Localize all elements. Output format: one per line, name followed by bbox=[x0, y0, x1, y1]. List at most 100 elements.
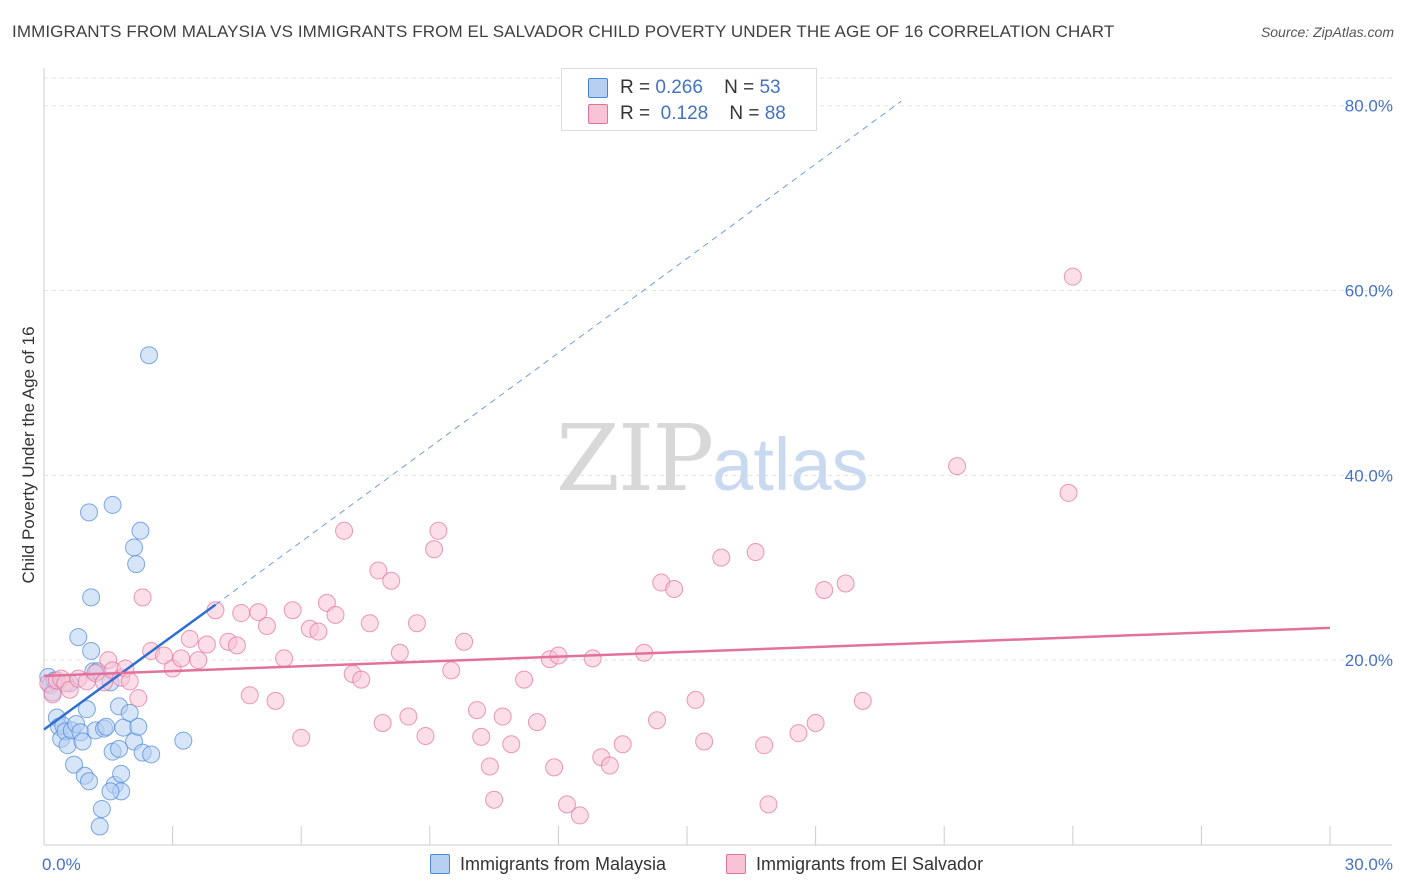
x-tick-label: 30.0% bbox=[1345, 855, 1393, 874]
watermark: ZIPatlas bbox=[556, 405, 868, 512]
point-el-salvador bbox=[502, 735, 521, 754]
axis-labels: 20.0% 40.0% 60.0% 80.0% 0.0% 30.0% Child Pover… bbox=[19, 97, 1393, 874]
axes bbox=[43, 68, 1392, 846]
point-el-salvador bbox=[180, 629, 199, 648]
grid-lines bbox=[44, 77, 1392, 661]
point-el-salvador bbox=[326, 605, 345, 624]
point-el-salvador bbox=[275, 649, 294, 668]
point-malaysia bbox=[131, 521, 150, 540]
bottom-legend-malaysia: Immigrants from Malaysia bbox=[430, 852, 666, 876]
point-el-salvador bbox=[232, 604, 251, 623]
point-el-salvador bbox=[292, 728, 311, 747]
data-points bbox=[39, 267, 1082, 836]
point-el-salvador bbox=[600, 756, 619, 775]
legend-n-label: N = bbox=[724, 77, 755, 98]
point-el-salvador bbox=[806, 714, 825, 733]
point-malaysia bbox=[73, 732, 92, 751]
point-malaysia bbox=[140, 346, 159, 365]
point-el-salvador bbox=[493, 707, 512, 726]
point-malaysia bbox=[112, 764, 131, 783]
point-el-salvador bbox=[789, 724, 808, 743]
point-malaysia bbox=[65, 755, 84, 774]
bottom-legend-label-el-salvador: Immigrants from El Salvador bbox=[756, 853, 984, 874]
watermark-zip: ZIP bbox=[556, 405, 714, 512]
point-el-salvador bbox=[425, 540, 444, 559]
legend-n-value: 88 bbox=[764, 103, 786, 124]
point-el-salvador bbox=[429, 521, 448, 540]
point-el-salvador bbox=[382, 571, 401, 590]
point-el-salvador bbox=[1059, 483, 1078, 502]
point-el-salvador bbox=[369, 561, 388, 580]
point-malaysia bbox=[120, 703, 139, 722]
point-el-salvador bbox=[155, 646, 174, 665]
point-el-salvador bbox=[455, 632, 474, 651]
point-malaysia bbox=[110, 739, 129, 758]
point-malaysia bbox=[127, 555, 146, 574]
point-el-salvador bbox=[257, 616, 276, 635]
point-el-salvador bbox=[759, 795, 778, 814]
point-el-salvador bbox=[836, 574, 855, 593]
point-malaysia bbox=[69, 628, 88, 647]
point-malaysia bbox=[80, 503, 99, 522]
point-el-salvador bbox=[189, 651, 208, 670]
legend-r-label: R = bbox=[620, 103, 651, 124]
y-tick-label: 40.0% bbox=[1345, 466, 1393, 485]
point-el-salvador bbox=[853, 691, 872, 710]
point-el-salvador bbox=[197, 635, 216, 654]
point-el-salvador bbox=[570, 806, 589, 825]
point-el-salvador bbox=[352, 670, 371, 689]
point-el-salvador bbox=[712, 548, 731, 567]
point-el-salvador bbox=[133, 588, 152, 607]
point-el-salvador bbox=[227, 636, 246, 655]
trend-lines bbox=[43, 100, 1331, 731]
legend-n-label: N = bbox=[729, 103, 760, 124]
point-el-salvador bbox=[583, 649, 602, 668]
point-malaysia bbox=[103, 495, 122, 514]
point-el-salvador bbox=[172, 649, 191, 668]
point-malaysia bbox=[174, 731, 193, 750]
point-el-salvador bbox=[755, 736, 774, 755]
point-el-salvador bbox=[309, 622, 328, 641]
bottom-legend-label-malaysia: Immigrants from Malaysia bbox=[460, 853, 667, 874]
point-malaysia bbox=[129, 717, 148, 736]
point-el-salvador bbox=[686, 690, 705, 709]
legend-row-malaysia: R = 0.266 N = 53 bbox=[588, 76, 781, 100]
point-el-salvador bbox=[120, 672, 139, 691]
point-el-salvador bbox=[1063, 267, 1082, 286]
point-malaysia bbox=[82, 588, 101, 607]
point-malaysia bbox=[77, 700, 96, 719]
point-el-salvador bbox=[240, 686, 259, 705]
point-el-salvador bbox=[249, 603, 268, 622]
point-el-salvador bbox=[480, 757, 499, 776]
point-el-salvador bbox=[948, 457, 967, 476]
chart-source: Source: ZipAtlas.com bbox=[1260, 24, 1394, 40]
x-tick-label: 0.0% bbox=[42, 855, 81, 874]
point-el-salvador bbox=[815, 580, 834, 599]
point-el-salvador bbox=[360, 614, 379, 633]
point-el-salvador bbox=[467, 701, 486, 720]
point-el-salvador bbox=[399, 707, 418, 726]
point-el-salvador bbox=[472, 727, 491, 746]
bottom-legend-el-salvador: Immigrants from El Salvador bbox=[726, 852, 983, 876]
point-el-salvador bbox=[442, 661, 461, 680]
point-el-salvador bbox=[129, 689, 148, 708]
point-malaysia bbox=[82, 641, 101, 660]
y-tick-label: 60.0% bbox=[1345, 282, 1393, 301]
y-axis-label: Child Poverty Under the Age of 16 bbox=[19, 326, 38, 583]
point-el-salvador bbox=[416, 726, 435, 745]
bottom-legend-swatch-malaysia bbox=[430, 854, 450, 874]
point-el-salvador bbox=[613, 735, 632, 754]
point-malaysia bbox=[142, 745, 161, 764]
correlation-legend: R = 0.266 N = 53 R = 0.128 N = 88 bbox=[561, 68, 817, 131]
point-el-salvador bbox=[390, 643, 409, 662]
trend-line-malaysia bbox=[43, 603, 217, 731]
point-malaysia bbox=[90, 817, 109, 836]
point-el-salvador bbox=[557, 795, 576, 814]
trend-line-malaysia-extended bbox=[215, 100, 902, 606]
legend-n-value: 53 bbox=[759, 77, 781, 98]
point-malaysia bbox=[92, 799, 111, 818]
point-malaysia bbox=[125, 538, 144, 557]
point-malaysia bbox=[80, 772, 99, 791]
point-el-salvador bbox=[515, 670, 534, 689]
